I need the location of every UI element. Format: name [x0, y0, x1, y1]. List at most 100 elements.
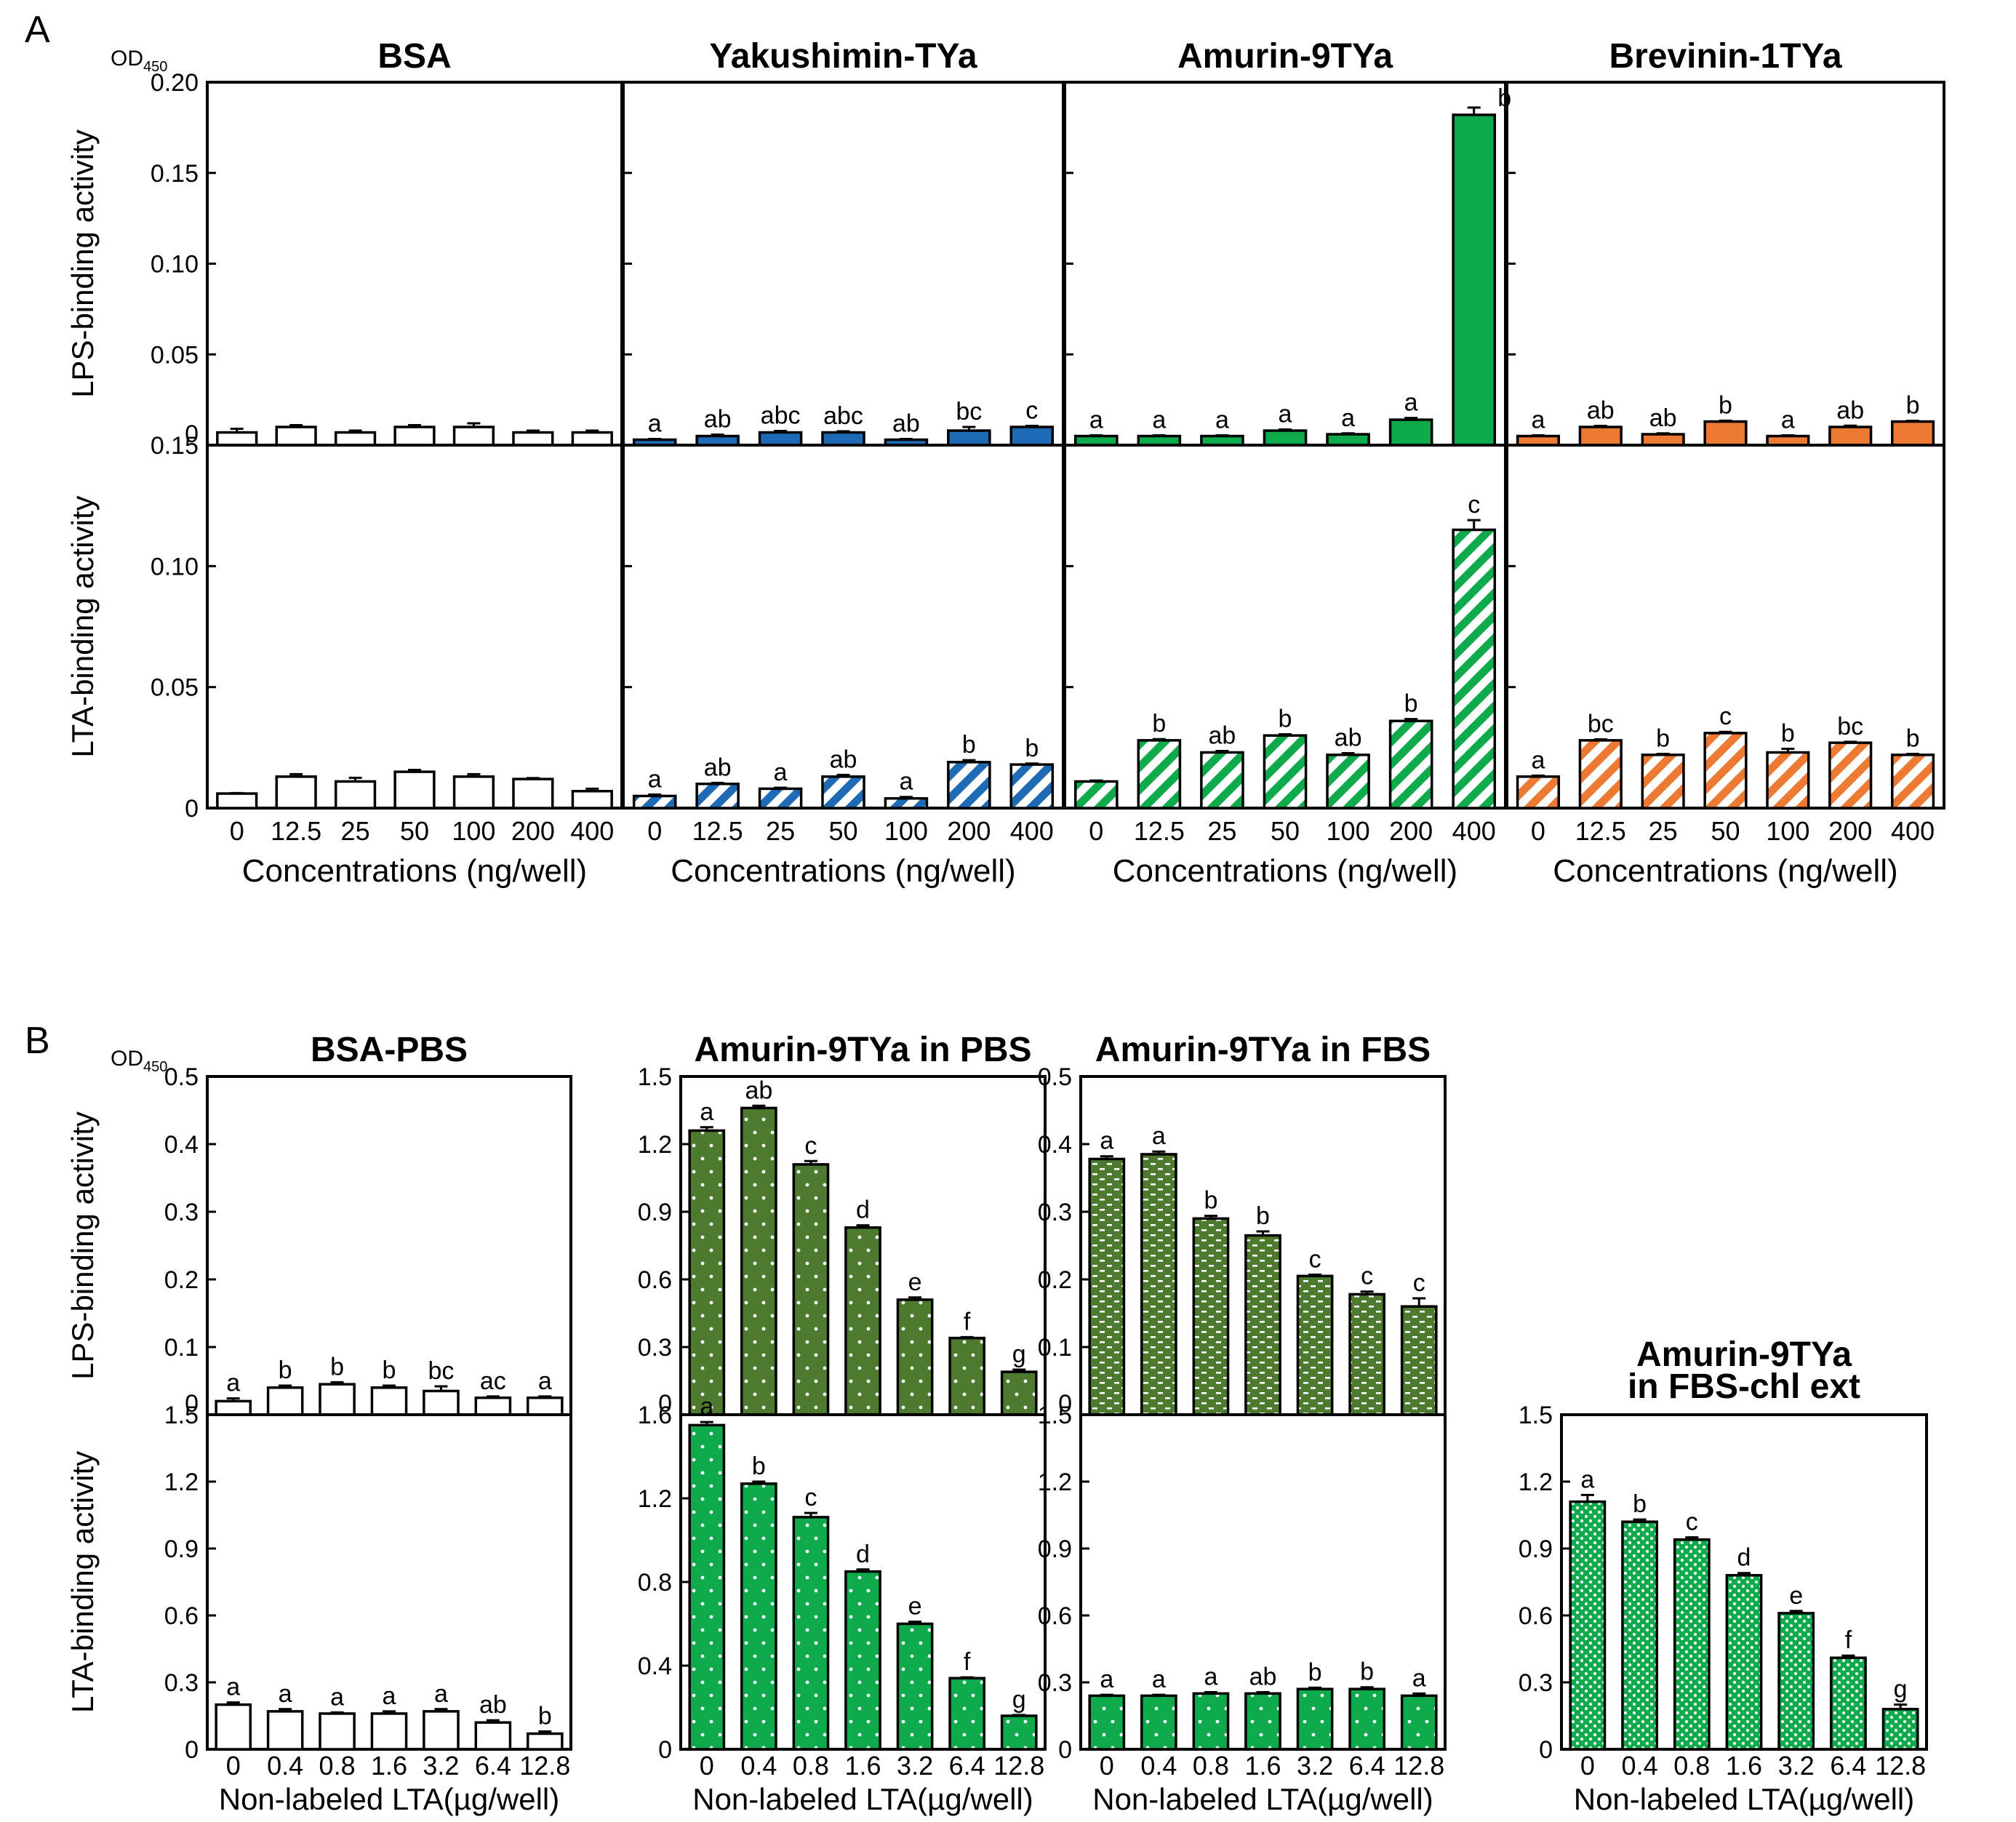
y-tick-label: 0.5: [1038, 1063, 1072, 1091]
significance-label: e: [1789, 1582, 1803, 1610]
significance-label: c: [1686, 1509, 1698, 1536]
plot-a-0-LTA: 0 0.05 0.10 0.15: [151, 432, 623, 823]
x-tick-label: 0: [700, 1751, 714, 1781]
x-axis-label: Concentrations (ng/well): [671, 853, 1015, 889]
significance-label: b: [383, 1356, 396, 1384]
bar: [1326, 433, 1370, 447]
bar: [1137, 739, 1182, 810]
x-tick-label: 400: [1010, 816, 1054, 846]
y-tick-label: 0.15: [151, 160, 199, 188]
significance-label: a: [774, 759, 788, 786]
significance-label: a: [1781, 407, 1795, 434]
significance-label: a: [700, 1098, 713, 1126]
x-tick-label: 50: [828, 816, 857, 846]
significance-label: b: [1497, 84, 1511, 112]
x-tick-label: 6.4: [1830, 1751, 1866, 1781]
x-tick-label: 0.8: [1193, 1751, 1229, 1781]
significance-label: bc: [956, 398, 982, 425]
significance-label: b: [1906, 724, 1920, 752]
y-tick-label: 0.2: [164, 1266, 199, 1294]
significance-label: f: [964, 1308, 971, 1335]
x-tick-label: 100: [452, 816, 495, 846]
bar: [1000, 1714, 1038, 1751]
x-tick-label: 3.2: [897, 1751, 933, 1781]
plot-b-0-LPS: 0 0.1 0.2 0.3 0.4 0.5 a b b b bc ac a: [164, 1063, 572, 1418]
significance-label: ac: [480, 1367, 506, 1395]
panel-a-letter: A: [25, 9, 50, 51]
bar: [1830, 1656, 1867, 1751]
significance-label: f: [1845, 1626, 1852, 1654]
significance-label: a: [1215, 407, 1229, 434]
bar: [1766, 751, 1810, 810]
x-tick-label: 0.8: [319, 1751, 356, 1781]
bar: [632, 794, 677, 810]
y-tick-label: 0.3: [638, 1334, 672, 1362]
x-tick-label: 100: [884, 816, 928, 846]
x-tick-label: 0: [230, 816, 244, 846]
significance-label: g: [1012, 1340, 1026, 1368]
x-tick-label: 12.5: [1575, 816, 1626, 846]
y-tick-label: 0: [1058, 1390, 1072, 1418]
x-tick-label: 0.4: [267, 1751, 303, 1781]
significance-label: a: [1404, 389, 1418, 417]
bar: [1777, 1612, 1815, 1751]
y-tick-label: 0.3: [1038, 1199, 1072, 1226]
x-tick-label: 50: [1271, 816, 1300, 846]
significance-label: b: [330, 1353, 344, 1381]
y-tick-label: 0.6: [1038, 1602, 1072, 1630]
y-tick-label: 0.05: [151, 674, 199, 702]
y-tick-label: 0: [658, 1390, 672, 1418]
x-tick-label: 1.6: [371, 1751, 407, 1781]
significance-label: b: [1204, 1187, 1217, 1215]
bar: [215, 1703, 252, 1751]
significance-label: a: [1089, 407, 1103, 434]
panel-title: in FBS-chl ext: [1628, 1367, 1860, 1406]
plot-b-3-LTA: 0 0.3 0.6 0.9 1.2 1.5 a b c d e f g: [1519, 1402, 1928, 1764]
plot-frame: [206, 444, 623, 810]
y-tick-label: 0.3: [1038, 1669, 1072, 1697]
bar: [844, 1226, 881, 1416]
x-tick-label: 1.6: [844, 1751, 881, 1781]
y-axis-label: LTA-binding activity: [65, 1451, 100, 1713]
y-tick-label: 0.1: [1038, 1334, 1072, 1362]
plot-a-2-LPS: a a a a a a b: [1063, 81, 1511, 447]
plot-b-2-LTA: 0 0.3 0.6 0.9 1.2 1.5 a a a ab b b a: [1038, 1402, 1447, 1764]
plot-frame: [1505, 81, 1945, 447]
bar: [474, 1397, 512, 1416]
bar: [275, 425, 317, 447]
significance-label: b: [1906, 392, 1920, 420]
plot-frame: [622, 81, 1065, 447]
x-tick-label: 3.2: [423, 1751, 459, 1781]
x-tick-label: 400: [570, 816, 614, 846]
bar: [1192, 1692, 1230, 1751]
bar: [1673, 1538, 1711, 1751]
significance-label: c: [1719, 703, 1732, 730]
significance-label: b: [1404, 690, 1418, 718]
significance-label: a: [1152, 407, 1166, 434]
significance-label: b: [1025, 735, 1039, 762]
y-tick-label: 0.9: [164, 1535, 199, 1563]
x-tick-label: 25: [341, 816, 370, 846]
significance-label: g: [1894, 1676, 1908, 1703]
x-axis-label: Non-labeled LTA(µg/well): [692, 1782, 1033, 1816]
bar: [334, 431, 377, 447]
y-tick-label: 0.15: [151, 432, 199, 460]
bar: [1641, 754, 1685, 810]
significance-label: a: [1412, 1664, 1426, 1692]
bar: [1516, 775, 1561, 810]
bar: [393, 425, 436, 447]
significance-label: d: [856, 1541, 870, 1568]
bar: [1388, 418, 1433, 447]
significance-label: a: [226, 1674, 240, 1701]
y-tick-label: 0.1: [164, 1334, 199, 1362]
x-tick-label: 200: [947, 816, 991, 846]
significance-label: bc: [428, 1357, 454, 1385]
bar: [844, 1570, 881, 1751]
bar: [1828, 741, 1873, 810]
bar: [1828, 425, 1873, 447]
significance-label: ab: [1649, 404, 1677, 432]
bar: [215, 1399, 252, 1416]
panel-a-2: Amurin-9TYa 0 12.5 25 50 100 200 400 Concentrati…: [1089, 37, 1495, 889]
significance-label: c: [1361, 1263, 1373, 1290]
x-tick-label: 0.4: [1622, 1751, 1658, 1781]
